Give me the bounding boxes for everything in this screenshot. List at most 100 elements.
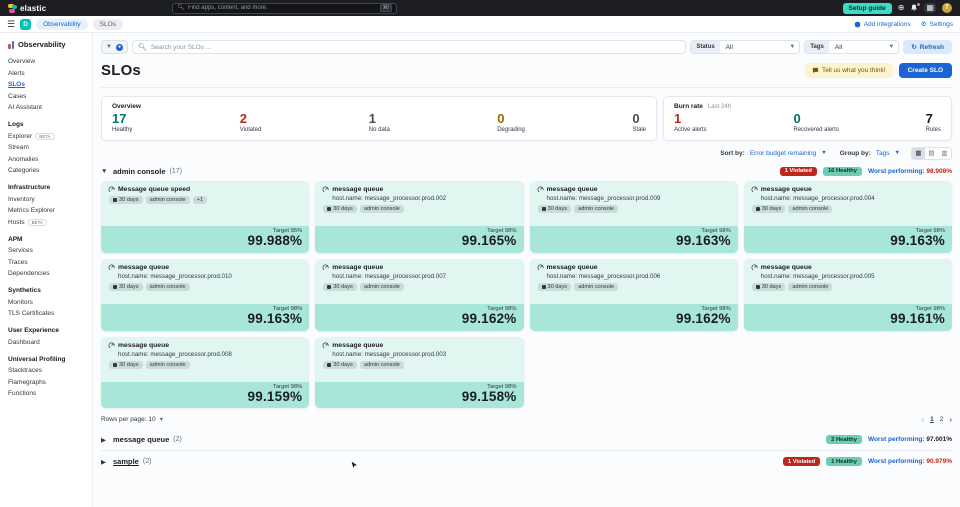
view-toggle-group: ▦ ▤ ▥ bbox=[911, 146, 952, 160]
compact-view-toggle[interactable]: ▥ bbox=[938, 147, 951, 159]
slo-badge: admin console bbox=[145, 195, 190, 204]
breadcrumb-slos[interactable]: SLOs bbox=[92, 18, 123, 30]
slo-card[interactable]: message queue host.name: message_process… bbox=[743, 258, 952, 331]
chevron-right-icon[interactable]: ▶ bbox=[101, 436, 106, 444]
refresh-button[interactable]: ↻ Refresh bbox=[903, 40, 952, 54]
slo-card-title: message queue bbox=[118, 341, 169, 349]
calendar-icon bbox=[113, 362, 117, 367]
sort-by-select[interactable]: Error budget remaining bbox=[749, 149, 817, 157]
rows-per-page-select[interactable]: Rows per page: 10 ▼ bbox=[101, 416, 164, 423]
sidebar-item-explorer[interactable]: Explorer BETA bbox=[8, 132, 84, 140]
slo-card[interactable]: message queue host.name: message_process… bbox=[743, 180, 952, 253]
slo-card-title: message queue bbox=[546, 263, 598, 271]
calendar-icon bbox=[327, 362, 332, 367]
sidebar-section-header: User Experience bbox=[8, 327, 59, 334]
slo-card-host: host.name: message_processor.prod.008 bbox=[118, 350, 232, 358]
group-header-admin-console: ▼ admin console (17) 1 Violated 16 Healt… bbox=[101, 166, 952, 176]
group-name[interactable]: admin console bbox=[113, 166, 166, 176]
chevron-down-icon[interactable]: ▼ bbox=[101, 167, 108, 175]
page-number-2[interactable]: 2 bbox=[939, 416, 944, 424]
sidebar-item-ai-assistant[interactable]: AI Assistant bbox=[8, 104, 84, 111]
speech-bubble-icon bbox=[812, 67, 819, 74]
main-content: ▼ ● 🔍︎ Search your SLOs ... Status All ▼… bbox=[93, 33, 960, 507]
user-avatar[interactable]: T bbox=[942, 3, 952, 13]
slo-target: Target 98% bbox=[915, 227, 945, 234]
slo-badge: 30 days bbox=[323, 282, 357, 291]
sidebar-item-dependencies[interactable]: Dependencies bbox=[8, 270, 84, 277]
setup-guide-button[interactable]: Setup guide bbox=[842, 2, 892, 14]
sidebar-item-dashboard[interactable]: Dashboard bbox=[8, 339, 84, 346]
slo-card[interactable]: Message queue speed 30 days admin console… bbox=[101, 180, 310, 253]
slo-badge: 30 days bbox=[751, 282, 786, 291]
stat-value: 0 bbox=[632, 111, 640, 126]
menu-icon[interactable]: ☰ bbox=[7, 18, 16, 29]
slo-target: Target 98% bbox=[487, 305, 517, 312]
slo-badge: 30 days bbox=[751, 204, 786, 213]
feedback-button[interactable]: Tell us what you think! bbox=[805, 63, 893, 78]
sidebar-item-label: Services bbox=[8, 247, 33, 254]
sidebar-item-hosts[interactable]: Hosts BETA bbox=[8, 218, 84, 226]
breadcrumb-observability[interactable]: Observability bbox=[36, 18, 88, 30]
slo-card-host: host.name: message_processor.prod.006 bbox=[546, 272, 661, 280]
worst-performing-label: Worst performing: bbox=[867, 436, 925, 444]
sidebar-item-cases[interactable]: Cases bbox=[8, 93, 84, 100]
plus-circle-icon[interactable]: ⊕ bbox=[897, 3, 905, 12]
sidebar-item-monitors[interactable]: Monitors bbox=[8, 299, 84, 306]
sidebar-item-categories[interactable]: Categories bbox=[8, 167, 84, 174]
settings-link[interactable]: ⚙ Settings bbox=[921, 20, 953, 29]
slo-search-input[interactable]: 🔍︎ Search your SLOs ... bbox=[131, 40, 687, 54]
slo-card[interactable]: message queue host.name: message_process… bbox=[315, 258, 524, 331]
slo-target: Target 98% bbox=[487, 227, 517, 234]
sidebar-item-stream[interactable]: Stream bbox=[8, 144, 84, 151]
elastic-logo[interactable]: elastic bbox=[8, 3, 46, 13]
package-icon bbox=[854, 20, 860, 28]
apps-grid-icon[interactable]: ▦ bbox=[924, 3, 936, 13]
group-name[interactable]: sample bbox=[113, 457, 139, 467]
slo-value: 99.158% bbox=[461, 388, 517, 404]
sidebar-item-anomalies[interactable]: Anomalies bbox=[8, 156, 84, 163]
slo-badge: 30 days bbox=[109, 282, 143, 291]
saved-query-menu-button[interactable]: ▼ ● bbox=[101, 40, 128, 54]
sidebar-item-overview[interactable]: Overview bbox=[8, 58, 84, 65]
sidebar-item-inventory[interactable]: Inventory bbox=[8, 196, 84, 203]
slo-target: Target 98% bbox=[701, 305, 731, 312]
breadcrumb-bar: ☰ D Observability SLOs Add integrations … bbox=[0, 16, 960, 33]
chevron-right-icon[interactable]: ▶ bbox=[101, 458, 106, 466]
slo-card[interactable]: message queue host.name: message_process… bbox=[529, 180, 738, 253]
page-number-1[interactable]: 1 bbox=[930, 416, 934, 424]
sidebar-item-metrics-explorer[interactable]: Metrics Explorer bbox=[8, 207, 84, 214]
sidebar-item-services[interactable]: Services bbox=[8, 247, 84, 254]
sidebar-item-flamegraphs[interactable]: Flamegraphs bbox=[8, 379, 84, 386]
slo-card[interactable]: message queue host.name: message_process… bbox=[315, 336, 524, 409]
global-search-input[interactable]: 🔍︎ Find apps, content, and more. ⌘/ bbox=[172, 2, 398, 14]
slo-card[interactable]: message queue host.name: message_process… bbox=[529, 258, 738, 331]
sidebar-item-stacktraces[interactable]: Stacktraces bbox=[8, 367, 84, 374]
sidebar-item-slos[interactable]: SLOs bbox=[8, 81, 84, 88]
status-filter-select[interactable]: Status All ▼ bbox=[690, 40, 801, 54]
slo-card[interactable]: message queue host.name: message_process… bbox=[315, 180, 524, 253]
sidebar-item-traces[interactable]: Traces bbox=[8, 259, 84, 266]
group-count: (2) bbox=[173, 436, 182, 444]
deployment-badge[interactable]: D bbox=[20, 18, 32, 30]
sidebar-item-alerts[interactable]: Alerts bbox=[8, 70, 84, 77]
next-page-icon[interactable]: › bbox=[949, 415, 952, 425]
slo-gauge-icon bbox=[537, 186, 543, 193]
group-by-select[interactable]: Tags bbox=[875, 149, 890, 157]
sidebar-item-tls-certificates[interactable]: TLS Certificates bbox=[8, 310, 84, 317]
healthy-badge: 1 Healthy bbox=[826, 457, 862, 467]
slo-card[interactable]: message queue host.name: message_process… bbox=[101, 258, 310, 331]
sidebar-item-functions[interactable]: Functions bbox=[8, 390, 84, 397]
tags-filter-select[interactable]: Tags All ▼ bbox=[804, 40, 900, 54]
create-slo-button[interactable]: Create SLO bbox=[898, 63, 952, 78]
add-integrations-link[interactable]: Add integrations bbox=[854, 21, 911, 28]
sidebar-title-label: Observability bbox=[18, 40, 66, 49]
slo-value: 99.163% bbox=[247, 310, 303, 326]
sidebar-section-header: Universal Profiling bbox=[8, 355, 66, 363]
list-view-toggle[interactable]: ▤ bbox=[925, 147, 938, 159]
prev-page-icon[interactable]: ‹ bbox=[921, 415, 925, 425]
slo-card[interactable]: message queue host.name: message_process… bbox=[101, 336, 310, 409]
slo-gauge-icon bbox=[751, 264, 758, 271]
card-view-toggle[interactable]: ▦ bbox=[912, 147, 925, 159]
group-name[interactable]: message queue bbox=[113, 435, 170, 445]
bell-icon[interactable] bbox=[910, 3, 921, 12]
